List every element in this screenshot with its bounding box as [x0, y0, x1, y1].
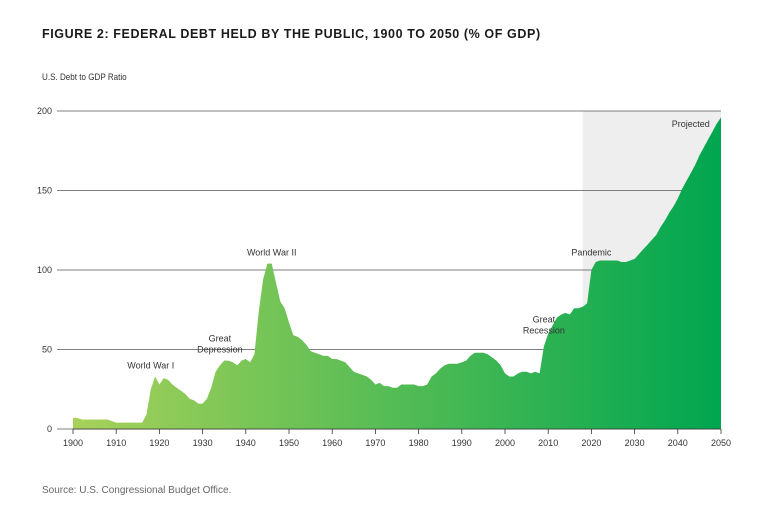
y-tick-label: 200 — [37, 106, 52, 116]
x-tick-label: 1920 — [149, 438, 169, 448]
annotation-projected: Projected — [672, 119, 710, 129]
x-tick-label: 1990 — [452, 438, 472, 448]
x-axis: 1900 1910 1920 1930 1940 1950 1960 1970 1980 1990… — [63, 428, 731, 448]
y-tick-label: 50 — [42, 345, 52, 355]
y-tick-label: 150 — [37, 186, 52, 196]
x-tick-label: 1910 — [106, 438, 126, 448]
annotation-world-war-i: World War I — [127, 361, 174, 371]
y-axis: 0 50 100 150 200 — [37, 106, 52, 434]
y-axis-label: U.S. Debt to GDP Ratio — [42, 72, 127, 83]
x-tick-label: 1940 — [236, 438, 256, 448]
annotation-great-recession: Great Recession — [523, 315, 565, 336]
chart-title: FIGURE 2: FEDERAL DEBT HELD BY THE PUBLI… — [42, 27, 541, 41]
x-tick-label: 1900 — [63, 438, 83, 448]
x-tick-label: 1950 — [279, 438, 299, 448]
x-tick-label: 2040 — [668, 438, 688, 448]
x-tick-label: 2010 — [538, 438, 558, 448]
y-tick-label: 100 — [37, 265, 52, 275]
x-tick-label: 1970 — [365, 438, 385, 448]
x-tick-label: 1930 — [193, 438, 213, 448]
x-tick-label: 2030 — [625, 438, 645, 448]
annotation-pandemic: Pandemic — [571, 248, 612, 258]
x-tick-label: 2000 — [495, 438, 515, 448]
source-note: Source: U.S. Congressional Budget Office… — [42, 485, 232, 496]
x-tick-label: 1980 — [409, 438, 429, 448]
y-tick-label: 0 — [47, 424, 52, 434]
x-tick-label: 2020 — [581, 438, 601, 448]
annotations: World War I Great Depression World War II Gr… — [127, 119, 710, 371]
annotation-world-war-ii: World War II — [247, 248, 297, 258]
x-tick-label: 1960 — [322, 438, 342, 448]
x-tick-label: 2050 — [711, 438, 731, 448]
annotation-great-depression: Great Depression — [197, 334, 243, 355]
debt-area-series — [73, 117, 721, 430]
